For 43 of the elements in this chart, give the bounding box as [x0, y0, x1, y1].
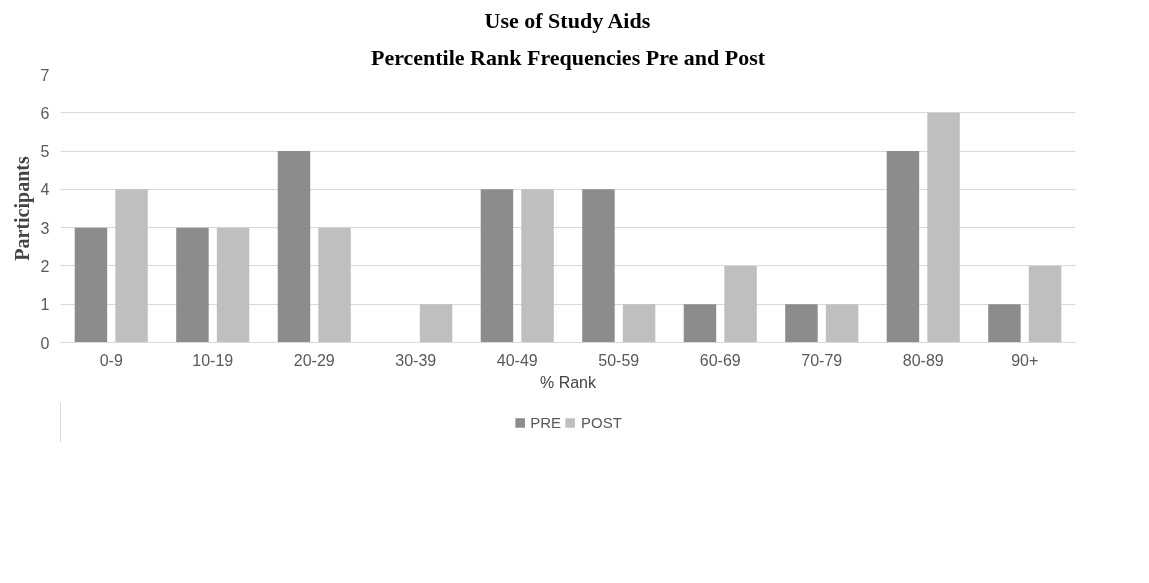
chart-subtitle: Percentile Rank Frequencies Pre and Post: [370, 44, 766, 70]
bar: [927, 112, 960, 343]
legend-label: PRE: [530, 413, 561, 431]
x-tick-label: 20-29: [293, 351, 335, 369]
x-tick-label: 30-39: [395, 351, 437, 369]
bar: [419, 304, 453, 343]
x-tick-label: 80-89: [902, 351, 944, 369]
bar: [521, 189, 554, 343]
x-tick-label: 50-59: [598, 351, 640, 369]
bar: [724, 265, 757, 343]
bar: [886, 151, 920, 343]
bar: [1028, 265, 1062, 343]
bar: [785, 304, 818, 343]
bar: [74, 227, 108, 343]
bar: [988, 304, 1021, 343]
y-tick-label: 4: [40, 181, 50, 199]
bar: [176, 227, 209, 343]
y-tick-label: 0: [40, 334, 50, 352]
chart-title: Use of Study Aids: [484, 7, 651, 33]
x-tick-label: 10-19: [192, 351, 234, 369]
x-tick-label: 90+: [1011, 351, 1039, 369]
legend-label: POST: [581, 413, 622, 431]
bar: [582, 189, 615, 343]
y-tick-label: 6: [40, 104, 50, 122]
y-axis-title: Participants: [10, 156, 34, 261]
bar: [318, 227, 351, 343]
bar: [216, 227, 250, 343]
x-tick-label: 40-49: [496, 351, 538, 369]
y-tick-label: 1: [40, 296, 50, 314]
y-tick-label: 7: [40, 66, 50, 84]
y-tick-label: 5: [40, 143, 50, 161]
bar: [115, 189, 148, 343]
y-tick-label: 2: [40, 257, 50, 275]
bar: [622, 304, 656, 343]
x-tick-label: 60-69: [699, 351, 741, 369]
bar: [480, 189, 514, 343]
bar: [683, 304, 717, 343]
x-tick-label: 70-79: [801, 351, 843, 369]
bar: [825, 304, 859, 343]
x-axis-title: % Rank: [539, 373, 598, 391]
x-tick-label: 0-9: [99, 351, 123, 369]
y-tick-label: 3: [40, 219, 50, 237]
bar: [277, 151, 311, 343]
